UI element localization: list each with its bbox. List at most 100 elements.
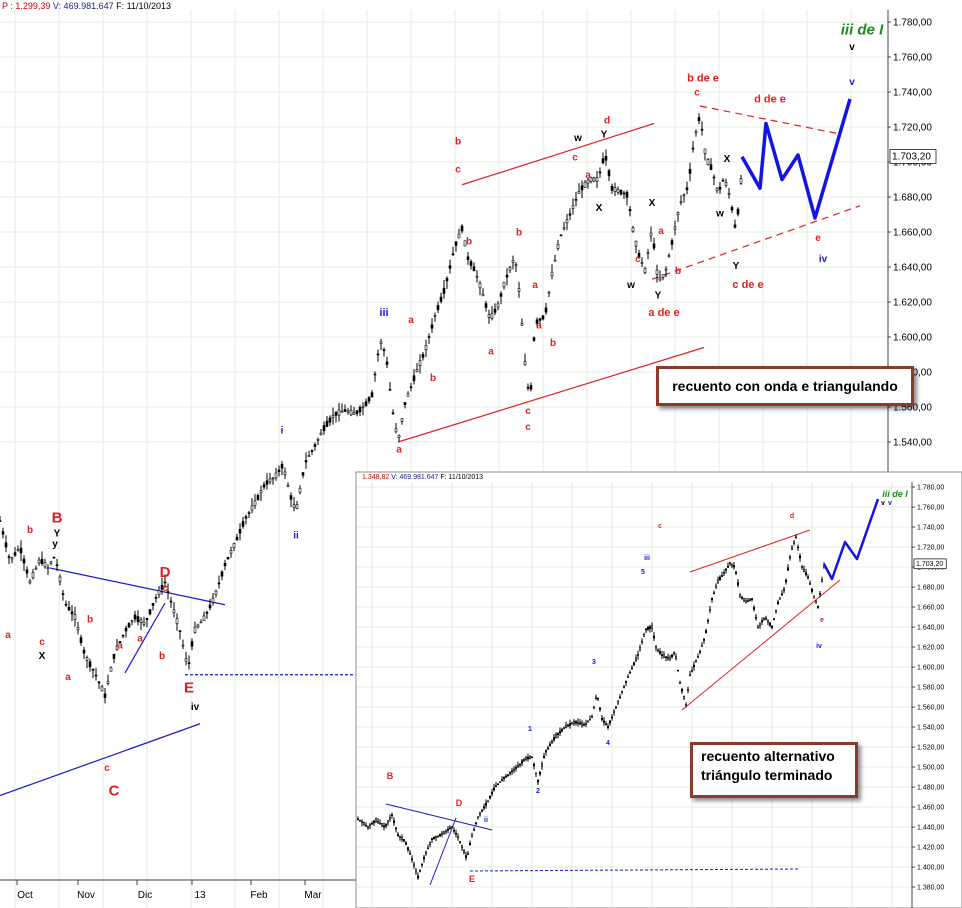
inset-candle-body bbox=[696, 656, 699, 658]
inset-y-tick-label: 1.580,00 bbox=[917, 684, 944, 691]
main-candle-body bbox=[223, 562, 227, 567]
inset-candle-body bbox=[442, 831, 445, 834]
inset-candle-body bbox=[482, 806, 485, 809]
wave-label: c bbox=[572, 152, 578, 163]
inset-candle-body bbox=[420, 863, 423, 866]
main-trendline bbox=[49, 567, 226, 606]
main-candle-body bbox=[91, 668, 95, 671]
inset-candle-body bbox=[636, 654, 639, 656]
inset-candle-body bbox=[414, 869, 417, 873]
main-candle-body bbox=[49, 561, 53, 564]
inset-candle-body bbox=[432, 836, 435, 840]
main-candle-body bbox=[331, 415, 335, 418]
inset-candle-body bbox=[776, 601, 779, 605]
main-candle-body bbox=[688, 168, 692, 174]
inset-candle-body bbox=[528, 756, 531, 759]
inset-candle-body bbox=[668, 657, 671, 661]
wave-label: a de e bbox=[648, 307, 679, 319]
inset-candle-body bbox=[758, 622, 761, 626]
inset-candle-body bbox=[428, 842, 431, 845]
x-tick-label: Dic bbox=[138, 890, 152, 901]
main-candle-body bbox=[265, 480, 269, 485]
inset-candle-body bbox=[556, 732, 559, 736]
inset-candle-body bbox=[384, 824, 387, 827]
wave-label: b bbox=[466, 236, 472, 247]
wave-label: B bbox=[52, 510, 63, 527]
inset-candle-body bbox=[728, 562, 731, 564]
inset-wave-label: 3 bbox=[592, 659, 596, 666]
inset-candle-body bbox=[578, 722, 581, 725]
main-candle-body bbox=[673, 226, 677, 230]
main-candle-body bbox=[616, 189, 620, 193]
inset-candle-body bbox=[600, 718, 603, 720]
main-candle-body bbox=[136, 616, 140, 622]
main-trendline bbox=[651, 205, 861, 280]
main-candle-body bbox=[226, 557, 230, 560]
inset-candle-body bbox=[438, 833, 441, 837]
wave-label: e bbox=[815, 233, 821, 244]
main-candle-body bbox=[676, 212, 680, 215]
main-candle-body bbox=[148, 609, 152, 615]
inset-candle-body bbox=[424, 851, 427, 854]
inset-candle-body bbox=[558, 730, 561, 734]
main-candle-body bbox=[535, 319, 539, 324]
wave-label: Y bbox=[733, 261, 740, 272]
callout-alternative: recuento alternativo triángulo terminado bbox=[690, 742, 858, 798]
main-candle-body bbox=[415, 369, 419, 372]
main-candle-body bbox=[625, 191, 629, 198]
main-candle-body bbox=[337, 409, 341, 416]
main-candle-body bbox=[601, 158, 605, 164]
main-candle-body bbox=[541, 315, 545, 320]
wave-label: d de e bbox=[754, 94, 786, 106]
main-candle-body bbox=[109, 667, 113, 672]
inset-candle-body bbox=[362, 822, 365, 826]
main-candle-body bbox=[472, 266, 476, 272]
inset-candle-body bbox=[400, 837, 403, 840]
inset-candle-body bbox=[630, 667, 633, 670]
main-candle-body bbox=[562, 227, 566, 230]
inset-candle-body bbox=[416, 875, 419, 879]
inset-candle-body bbox=[764, 617, 767, 620]
main-candle-body bbox=[244, 516, 248, 519]
main-candle-body bbox=[55, 564, 59, 567]
main-trendlines bbox=[0, 105, 861, 797]
main-candle-body bbox=[352, 412, 356, 415]
inset-candle-body bbox=[514, 767, 517, 769]
inset-candle-body bbox=[374, 818, 377, 822]
main-candle-body bbox=[304, 460, 308, 463]
main-candle-body bbox=[580, 185, 584, 191]
inset-candle-body bbox=[612, 710, 615, 714]
inset-candle-body bbox=[580, 722, 583, 726]
main-candle-body bbox=[736, 208, 740, 215]
inset-candle-body bbox=[714, 585, 717, 589]
inset-candle-body bbox=[648, 626, 651, 629]
inset-candle-body bbox=[680, 689, 683, 692]
inset-candle-body bbox=[502, 777, 505, 779]
wave-label: D bbox=[160, 564, 171, 581]
inset-y-tick-label: 1.760,00 bbox=[917, 504, 944, 511]
main-candle-body bbox=[649, 232, 653, 237]
inset-wave-label: d bbox=[790, 513, 794, 520]
main-candle-body bbox=[733, 224, 737, 228]
inset-candle-body bbox=[372, 820, 375, 824]
main-candle-body bbox=[358, 406, 362, 413]
inset-candle-body bbox=[524, 757, 527, 761]
wave-label: ii bbox=[293, 530, 299, 541]
wave-label: c bbox=[694, 88, 700, 99]
main-candle-body bbox=[697, 117, 701, 122]
inset-candle-body bbox=[712, 592, 715, 595]
inset-candle-body bbox=[582, 723, 585, 726]
main-candle-body bbox=[502, 281, 506, 288]
inset-candle-body bbox=[462, 849, 465, 854]
wave-label: X bbox=[649, 198, 656, 209]
inset-candle-body bbox=[474, 822, 477, 825]
main-candle-body bbox=[94, 674, 98, 677]
main-candle-body bbox=[703, 148, 707, 154]
wave-label: y bbox=[52, 539, 58, 550]
main-candle-body bbox=[175, 618, 179, 625]
wave-label: w bbox=[573, 133, 582, 144]
main-candle-body bbox=[127, 623, 131, 628]
inset-candle-body bbox=[508, 772, 511, 774]
inset-y-tick-label: 1.440,00 bbox=[917, 824, 944, 831]
inset-candle-body bbox=[382, 825, 385, 828]
